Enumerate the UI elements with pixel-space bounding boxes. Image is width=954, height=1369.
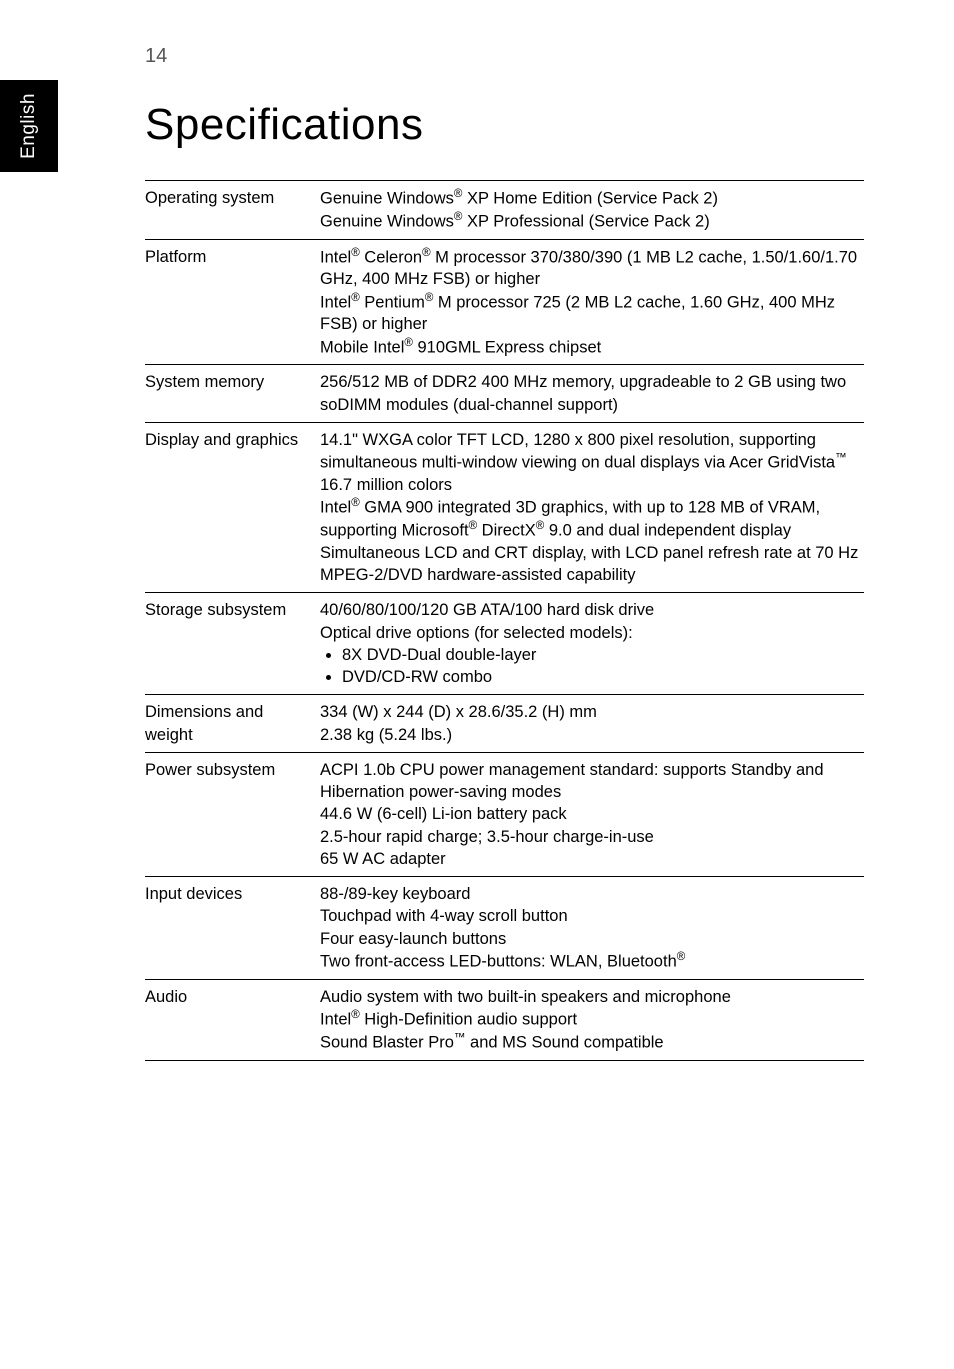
page-title: Specifications: [145, 100, 864, 150]
spec-value: Intel® Celeron® M processor 370/380/390 …: [320, 239, 864, 365]
table-row: Display and graphics14.1" WXGA color TFT…: [145, 422, 864, 592]
spec-label: System memory: [145, 365, 320, 423]
spec-value: Genuine Windows® XP Home Edition (Servic…: [320, 181, 864, 240]
specifications-table: Operating systemGenuine Windows® XP Home…: [145, 180, 864, 1061]
spec-label: Platform: [145, 239, 320, 365]
table-row: Operating systemGenuine Windows® XP Home…: [145, 181, 864, 240]
table-row: PlatformIntel® Celeron® M processor 370/…: [145, 239, 864, 365]
spec-label: Audio: [145, 979, 320, 1060]
spec-label: Display and graphics: [145, 422, 320, 592]
spec-value: 14.1" WXGA color TFT LCD, 1280 x 800 pix…: [320, 422, 864, 592]
spec-value: 256/512 MB of DDR2 400 MHz memory, upgra…: [320, 365, 864, 423]
spec-label: Operating system: [145, 181, 320, 240]
table-row: Dimensions and weight334 (W) x 244 (D) x…: [145, 695, 864, 753]
table-row: Storage subsystem40/60/80/100/120 GB ATA…: [145, 593, 864, 695]
spec-label: Storage subsystem: [145, 593, 320, 695]
spec-value: 40/60/80/100/120 GB ATA/100 hard disk dr…: [320, 593, 864, 695]
spec-label: Dimensions and weight: [145, 695, 320, 753]
spec-label: Power subsystem: [145, 752, 320, 876]
table-row: System memory256/512 MB of DDR2 400 MHz …: [145, 365, 864, 423]
table-row: AudioAudio system with two built-in spea…: [145, 979, 864, 1060]
language-label: English: [18, 93, 40, 159]
table-row: Input devices88-/89-key keyboardTouchpad…: [145, 877, 864, 980]
page-number: 14: [145, 45, 167, 68]
table-row: Power subsystemACPI 1.0b CPU power manag…: [145, 752, 864, 876]
language-side-tab: English: [0, 80, 58, 172]
spec-value: 88-/89-key keyboardTouchpad with 4-way s…: [320, 877, 864, 980]
spec-value: Audio system with two built-in speakers …: [320, 979, 864, 1060]
spec-value: ACPI 1.0b CPU power management standard:…: [320, 752, 864, 876]
spec-value: 334 (W) x 244 (D) x 28.6/35.2 (H) mm2.38…: [320, 695, 864, 753]
spec-label: Input devices: [145, 877, 320, 980]
